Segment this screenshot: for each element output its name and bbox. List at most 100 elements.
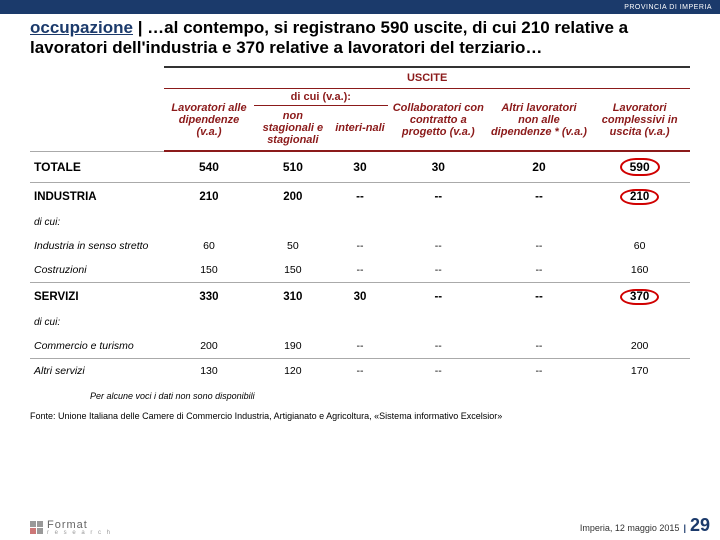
table-cell: -- bbox=[489, 234, 590, 258]
table-cell: 200 bbox=[589, 334, 690, 359]
table-row: Costruzioni150150------160 bbox=[30, 258, 690, 283]
source-line: Fonte: Unione Italiana delle Camere di C… bbox=[0, 401, 720, 421]
table-cell: -- bbox=[332, 234, 388, 258]
page-meta: Imperia, 12 maggio 2015 | 29 bbox=[580, 515, 710, 536]
table-cell: 160 bbox=[589, 258, 690, 283]
table-cell: 170 bbox=[589, 359, 690, 384]
table-cell: 120 bbox=[254, 359, 332, 384]
table-cell: -- bbox=[332, 183, 388, 212]
table-row: Altri servizi130120------170 bbox=[30, 359, 690, 384]
table-body: TOTALE540510303020590INDUSTRIA210200----… bbox=[30, 151, 690, 383]
table-cell bbox=[388, 311, 489, 334]
row-label: Costruzioni bbox=[30, 258, 164, 283]
col-h5: Lavoratori complessivi in uscita (v.a.) bbox=[589, 89, 690, 152]
table-cell: -- bbox=[332, 359, 388, 384]
group-header: USCITE bbox=[164, 67, 690, 89]
row-label: Altri servizi bbox=[30, 359, 164, 384]
table-cell bbox=[332, 211, 388, 234]
table-row: di cui: bbox=[30, 311, 690, 334]
table-cell bbox=[254, 211, 332, 234]
table-cell: 310 bbox=[254, 283, 332, 312]
table-cell: 200 bbox=[164, 334, 253, 359]
table-cell: 60 bbox=[589, 234, 690, 258]
table-cell: -- bbox=[388, 359, 489, 384]
col-h4: Altri lavoratori non alle dipendenze * (… bbox=[489, 89, 590, 152]
row-label: di cui: bbox=[30, 311, 164, 334]
row-label: INDUSTRIA bbox=[30, 183, 164, 212]
table-cell bbox=[332, 311, 388, 334]
page-number: 29 bbox=[690, 515, 710, 536]
table-cell bbox=[589, 211, 690, 234]
row-label: TOTALE bbox=[30, 151, 164, 183]
table-row: INDUSTRIA210200------210 bbox=[30, 183, 690, 212]
row-label: di cui: bbox=[30, 211, 164, 234]
topbar-label: PROVINCIA DI IMPERIA bbox=[624, 4, 712, 11]
table-cell: -- bbox=[388, 334, 489, 359]
uscite-table: USCITE Lavoratori alle dipendenze (v.a.)… bbox=[30, 66, 690, 383]
table-cell: 510 bbox=[254, 151, 332, 183]
highlight-circle: 210 bbox=[620, 189, 659, 205]
table-cell bbox=[589, 311, 690, 334]
table-container: USCITE Lavoratori alle dipendenze (v.a.)… bbox=[0, 66, 720, 401]
slide-footer: Format r e s e a r c h Imperia, 12 maggi… bbox=[0, 515, 720, 536]
logo-icon bbox=[30, 521, 43, 534]
table-cell: 210 bbox=[164, 183, 253, 212]
table-cell: -- bbox=[388, 283, 489, 312]
row-label: SERVIZI bbox=[30, 283, 164, 312]
table-cell: -- bbox=[489, 183, 590, 212]
table-cell: 50 bbox=[254, 234, 332, 258]
page-separator: | bbox=[683, 523, 686, 533]
table-cell: -- bbox=[388, 234, 489, 258]
table-cell: 540 bbox=[164, 151, 253, 183]
table-cell: 30 bbox=[332, 283, 388, 312]
col-h3: Collaboratori con contratto a progetto (… bbox=[388, 89, 489, 152]
top-bar: PROVINCIA DI IMPERIA bbox=[0, 0, 720, 14]
row-label: Industria in senso stretto bbox=[30, 234, 164, 258]
table-cell: -- bbox=[489, 334, 590, 359]
table-footnote: Per alcune voci i dati non sono disponib… bbox=[30, 383, 690, 401]
table-cell: -- bbox=[332, 258, 388, 283]
table-head: USCITE Lavoratori alle dipendenze (v.a.)… bbox=[30, 67, 690, 151]
table-row: TOTALE540510303020590 bbox=[30, 151, 690, 183]
table-cell: 130 bbox=[164, 359, 253, 384]
table-cell: 30 bbox=[332, 151, 388, 183]
place-date: Imperia, 12 maggio 2015 bbox=[580, 523, 680, 533]
table-cell: 370 bbox=[589, 283, 690, 312]
table-cell: 190 bbox=[254, 334, 332, 359]
highlight-circle: 590 bbox=[620, 158, 660, 176]
table-cell: 30 bbox=[388, 151, 489, 183]
col-h2c: interi-nali bbox=[332, 106, 388, 152]
title-keyword: occupazione bbox=[30, 18, 133, 37]
table-cell: 20 bbox=[489, 151, 590, 183]
table-cell bbox=[254, 311, 332, 334]
table-cell bbox=[388, 211, 489, 234]
table-cell: 150 bbox=[254, 258, 332, 283]
table-cell: 150 bbox=[164, 258, 253, 283]
table-cell: 60 bbox=[164, 234, 253, 258]
table-cell: 200 bbox=[254, 183, 332, 212]
logo: Format r e s e a r c h bbox=[30, 519, 112, 536]
table-cell bbox=[164, 211, 253, 234]
table-row: di cui: bbox=[30, 211, 690, 234]
table-row: Industria in senso stretto6050------60 bbox=[30, 234, 690, 258]
col-h2a: di cui (v.a.): bbox=[254, 89, 388, 106]
table-cell: -- bbox=[489, 359, 590, 384]
table-cell: -- bbox=[489, 258, 590, 283]
table-cell bbox=[164, 311, 253, 334]
table-row: SERVIZI33031030----370 bbox=[30, 283, 690, 312]
table-cell: -- bbox=[388, 183, 489, 212]
table-cell bbox=[489, 211, 590, 234]
col-h2b: non stagionali e stagionali bbox=[254, 106, 332, 152]
table-cell: 210 bbox=[589, 183, 690, 212]
row-label: Commercio e turismo bbox=[30, 334, 164, 359]
table-row: Commercio e turismo200190------200 bbox=[30, 334, 690, 359]
table-cell bbox=[489, 311, 590, 334]
col-h1: Lavoratori alle dipendenze (v.a.) bbox=[164, 89, 253, 152]
table-cell: -- bbox=[332, 334, 388, 359]
table-cell: -- bbox=[388, 258, 489, 283]
table-cell: 590 bbox=[589, 151, 690, 183]
logo-subtext: r e s e a r c h bbox=[47, 530, 112, 536]
highlight-circle: 370 bbox=[620, 289, 659, 305]
table-cell: 330 bbox=[164, 283, 253, 312]
slide-title: occupazione | …al contempo, si registran… bbox=[0, 14, 720, 66]
